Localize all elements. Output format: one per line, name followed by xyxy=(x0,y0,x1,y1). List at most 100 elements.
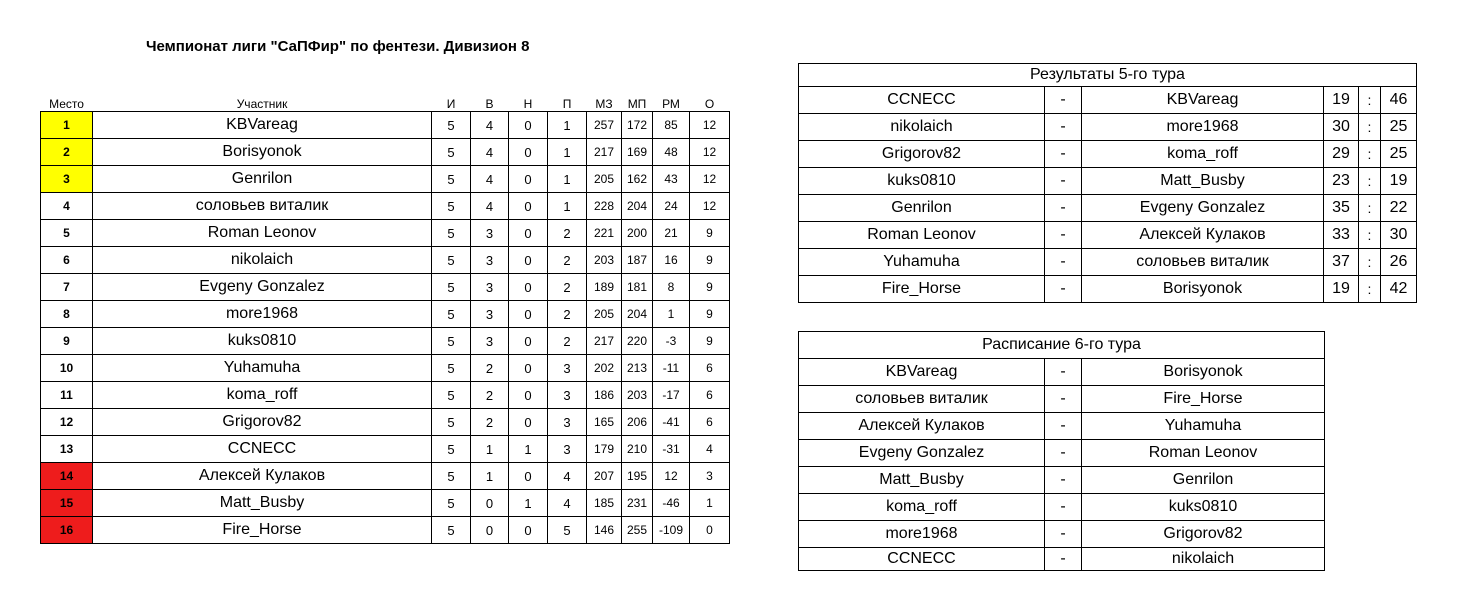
stat-cell: 1 xyxy=(470,462,509,490)
home-score: 19 xyxy=(1323,275,1359,303)
stat-cell: 4 xyxy=(689,435,730,463)
stat-cell: 1 xyxy=(470,435,509,463)
stat-cell: 3 xyxy=(470,327,509,355)
stat-cell: 217 xyxy=(586,327,622,355)
schedule-row: Алексей Кулаков - Yuhamuha xyxy=(798,412,1325,440)
stat-cell: 205 xyxy=(586,300,622,328)
result-row: Fire_Horse - Borisyonok 19:42 xyxy=(798,275,1417,303)
stat-cell: 179 xyxy=(586,435,622,463)
column-header: И xyxy=(446,97,456,111)
stat-cell: 3 xyxy=(547,435,587,463)
dash-separator: - xyxy=(1044,439,1082,467)
dash-separator: - xyxy=(1044,140,1082,168)
stat-cell: 3 xyxy=(470,273,509,301)
score-colon: : xyxy=(1358,140,1381,168)
standings-row: 6 nikolaich 5 3 0 2 203 187 16 9 xyxy=(40,246,730,274)
stat-cell: 220 xyxy=(621,327,653,355)
stat-cell: 146 xyxy=(586,516,622,544)
dash-separator: - xyxy=(1044,493,1082,521)
stat-cell: 200 xyxy=(621,219,653,247)
stat-cell: 12 xyxy=(689,111,730,139)
stat-cell: 8 xyxy=(652,273,690,301)
place-cell: 7 xyxy=(40,273,93,301)
stat-cell: 5 xyxy=(431,273,471,301)
home-team: Yuhamuha xyxy=(798,248,1045,276)
dash-separator: - xyxy=(1044,194,1082,222)
stat-cell: 5 xyxy=(431,516,471,544)
stat-cell: 1 xyxy=(547,138,587,166)
participant-cell: KBVareag xyxy=(92,111,432,139)
dash-separator: - xyxy=(1044,358,1082,386)
stat-cell: 4 xyxy=(470,138,509,166)
away-team: Matt_Busby xyxy=(1081,167,1324,195)
column-header: РМ xyxy=(662,97,680,111)
stat-cell: -46 xyxy=(652,489,690,517)
stat-cell: 5 xyxy=(431,327,471,355)
stat-cell: 2 xyxy=(547,327,587,355)
stat-cell: 0 xyxy=(508,354,548,382)
stat-cell: 3 xyxy=(689,462,730,490)
away-team: kuks0810 xyxy=(1081,493,1325,521)
stat-cell: 4 xyxy=(470,111,509,139)
stat-cell: 169 xyxy=(621,138,653,166)
participant-cell: more1968 xyxy=(92,300,432,328)
stat-cell: 5 xyxy=(431,354,471,382)
stat-cell: 165 xyxy=(586,408,622,436)
schedule-row: koma_roff - kuks0810 xyxy=(798,493,1325,521)
stat-cell: 5 xyxy=(431,381,471,409)
stat-cell: 0 xyxy=(508,165,548,193)
result-row: CCNECC - KBVareag 19:46 xyxy=(798,86,1417,114)
away-team: Evgeny Gonzalez xyxy=(1081,194,1324,222)
away-team: Yuhamuha xyxy=(1081,412,1325,440)
home-team: Roman Leonov xyxy=(798,221,1045,249)
participant-cell: Grigorov82 xyxy=(92,408,432,436)
away-team: nikolaich xyxy=(1081,547,1325,571)
stat-cell: 2 xyxy=(547,246,587,274)
dash-separator: - xyxy=(1044,547,1082,571)
stat-cell: 213 xyxy=(621,354,653,382)
stat-cell: 0 xyxy=(508,516,548,544)
stat-cell: 3 xyxy=(470,219,509,247)
dash-separator: - xyxy=(1044,466,1082,494)
stat-cell: 1 xyxy=(547,111,587,139)
stat-cell: 48 xyxy=(652,138,690,166)
standings-row: 10 Yuhamuha 5 2 0 3 202 213 -11 6 xyxy=(40,354,730,382)
stat-cell: 43 xyxy=(652,165,690,193)
stat-cell: 5 xyxy=(431,300,471,328)
standings-row: 7 Evgeny Gonzalez 5 3 0 2 189 181 8 9 xyxy=(40,273,730,301)
stat-cell: 2 xyxy=(470,381,509,409)
home-team: Grigorov82 xyxy=(798,140,1045,168)
place-cell: 10 xyxy=(40,354,93,382)
home-team: Алексей Кулаков xyxy=(798,412,1045,440)
away-team: Roman Leonov xyxy=(1081,439,1325,467)
standings-row: 12 Grigorov82 5 2 0 3 165 206 -41 6 xyxy=(40,408,730,436)
score-colon: : xyxy=(1358,86,1381,114)
home-team: Genrilon xyxy=(798,194,1045,222)
stat-cell: 5 xyxy=(431,138,471,166)
place-cell: 11 xyxy=(40,381,93,409)
participant-cell: Evgeny Gonzalez xyxy=(92,273,432,301)
standings-row: 3 Genrilon 5 4 0 1 205 162 43 12 xyxy=(40,165,730,193)
score-colon: : xyxy=(1358,167,1381,195)
stat-cell: 0 xyxy=(470,489,509,517)
place-cell: 14 xyxy=(40,462,93,490)
away-team: Алексей Кулаков xyxy=(1081,221,1324,249)
away-score: 25 xyxy=(1380,113,1417,141)
column-header: О xyxy=(704,97,715,111)
away-score: 19 xyxy=(1380,167,1417,195)
schedule-row: more1968- Grigorov82 xyxy=(798,520,1325,548)
schedule-row: KBVareag - Borisyonok xyxy=(798,358,1325,386)
stat-cell: 231 xyxy=(621,489,653,517)
place-cell: 8 xyxy=(40,300,93,328)
stat-cell: 4 xyxy=(470,192,509,220)
dash-separator: - xyxy=(1044,275,1082,303)
stat-cell: 0 xyxy=(689,516,730,544)
stat-cell: 0 xyxy=(508,462,548,490)
standings-table: Место Участник И В Н П МЗ МП РМ О 1 KBVareag 5 4 0 1 257… xyxy=(40,91,730,544)
away-team: соловьев виталик xyxy=(1081,248,1324,276)
stat-cell: 5 xyxy=(431,489,471,517)
home-score: 35 xyxy=(1323,194,1359,222)
stat-cell: 1 xyxy=(508,435,548,463)
place-cell: 15 xyxy=(40,489,93,517)
stat-cell: 187 xyxy=(621,246,653,274)
